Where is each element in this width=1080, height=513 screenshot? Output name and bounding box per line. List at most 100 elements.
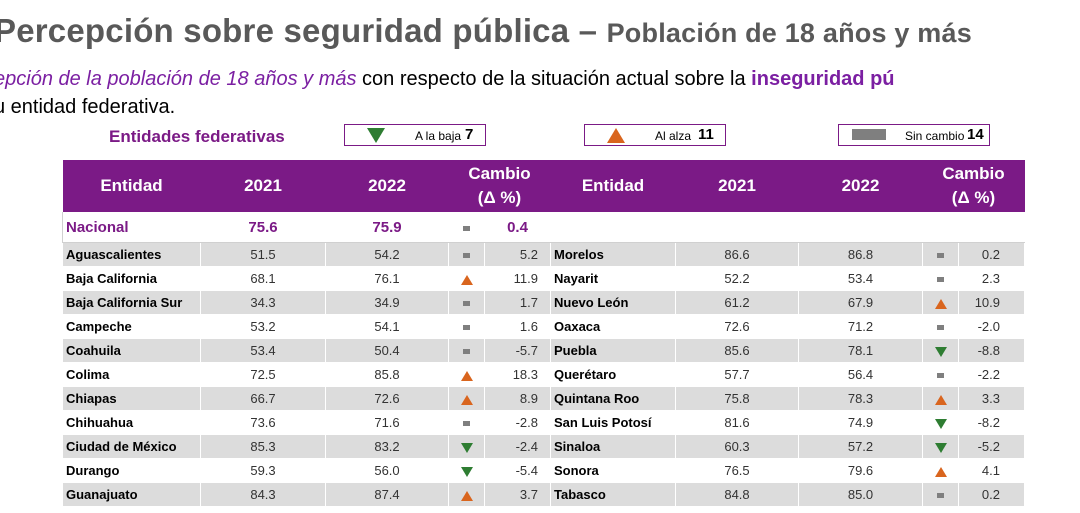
entity-name: Guanajuato (62, 482, 201, 507)
change-value: 1.6 (484, 314, 551, 339)
trend-indicator (448, 386, 485, 411)
value-2021: 76.5 (675, 458, 799, 483)
legend-up-label: Al alza (655, 129, 692, 143)
table-row: Colima 72.5 85.8 18.3 Querétaro 57.7 56.… (62, 362, 1025, 387)
change-value: 0.2 (958, 482, 1025, 507)
trend-indicator (448, 242, 485, 267)
entity-name: Morelos (550, 242, 676, 267)
trend-indicator (922, 362, 959, 387)
trend-indicator (922, 338, 959, 363)
change-value: -2.8 (484, 410, 551, 435)
change-value: -5.4 (484, 458, 551, 483)
value-2021: 75.8 (675, 386, 799, 411)
no-change-icon (937, 373, 944, 379)
change-value: -2.2 (958, 362, 1025, 387)
entity-name: Chiapas (62, 386, 201, 411)
trend-indicator (922, 410, 959, 435)
no-change-icon (463, 301, 470, 307)
value-2021: 52.2 (675, 266, 799, 291)
value-2022: 74.9 (798, 410, 923, 435)
entity-name: Colima (62, 362, 201, 387)
table-row: Baja California Sur 34.3 34.9 1.7 Nuevo … (62, 290, 1025, 315)
trend-indicator (922, 458, 959, 483)
value-2022: 50.4 (325, 338, 449, 363)
entity-name: Sonora (550, 458, 676, 483)
value-2021: 51.5 (200, 242, 326, 267)
legend-same-count: 14 (967, 126, 984, 143)
entity-name: Durango (62, 458, 201, 483)
down-arrow-icon (460, 442, 473, 453)
no-change-icon (937, 277, 944, 283)
entity-name: Coahuila (62, 338, 201, 363)
table-row: Ciudad de México 85.3 83.2 -2.4 Sinaloa … (62, 434, 1025, 459)
col-header-2021: 2021 (675, 160, 799, 213)
subtitle-bold: inseguridad pú (751, 68, 895, 90)
entity-name: Baja California (62, 266, 201, 291)
change-value: 3.3 (958, 386, 1025, 411)
change-value: 0.2 (958, 242, 1025, 267)
table-row-national: Nacional 75.6 75.9 0.4 (62, 212, 1025, 243)
entity-name: Querétaro (550, 362, 676, 387)
entity-name: Quintana Roo (550, 386, 676, 411)
no-change-icon (937, 253, 944, 259)
no-change-icon (463, 225, 470, 231)
up-arrow-icon (460, 394, 473, 405)
change-value: 11.9 (484, 266, 551, 291)
title-sub: Población de 18 años y más (606, 18, 972, 48)
down-arrow-icon (367, 128, 385, 143)
value-2022: 53.4 (798, 266, 923, 291)
table-row: Aguascalientes 51.5 54.2 5.2 Morelos 86.… (62, 242, 1025, 267)
table-row: Coahuila 53.4 50.4 -5.7 Puebla 85.6 78.1… (62, 338, 1025, 363)
entity-name: Oaxaca (550, 314, 676, 339)
value-2022: 67.9 (798, 290, 923, 315)
value-2022: 54.2 (325, 242, 449, 267)
value-2022: 85.8 (325, 362, 449, 387)
value-2022: 76.1 (325, 266, 449, 291)
trend-indicator (922, 386, 959, 411)
change-value: 2.3 (958, 266, 1025, 291)
entity-name: Puebla (550, 338, 676, 363)
trend-indicator (448, 212, 485, 243)
entity-name: San Luis Potosí (550, 410, 676, 435)
trend-indicator (448, 290, 485, 315)
value-2022: 79.6 (798, 458, 923, 483)
table-row: Guanajuato 84.3 87.4 3.7 Tabasco 84.8 85… (62, 482, 1025, 507)
page-title: Percepción sobre seguridad pública – Pob… (0, 12, 972, 50)
down-arrow-icon (934, 346, 947, 357)
col-header-cambio: Cambio (Δ %) (448, 160, 551, 213)
trend-indicator (922, 482, 959, 507)
value-2021: 85.6 (675, 338, 799, 363)
subtitle: epción de la población de 18 años y más … (0, 68, 895, 91)
data-table: Entidad 2021 2022 Cambio (Δ %) Entidad 20… (62, 160, 1025, 507)
change-value: -8.2 (958, 410, 1025, 435)
table-row: Baja California 68.1 76.1 11.9 Nayarit 5… (62, 266, 1025, 291)
trend-indicator (448, 362, 485, 387)
table-row: Chiapas 66.7 72.6 8.9 Quintana Roo 75.8 … (62, 386, 1025, 411)
value-2022: 87.4 (325, 482, 449, 507)
change-value: 1.7 (484, 290, 551, 315)
no-change-icon (937, 325, 944, 331)
value-2022: 72.6 (325, 386, 449, 411)
no-change-icon (937, 493, 944, 499)
value-2021: 86.6 (675, 242, 799, 267)
value-2021: 85.3 (200, 434, 326, 459)
value-2022: 71.6 (325, 410, 449, 435)
value-2021: 73.6 (200, 410, 326, 435)
col-header-2022: 2022 (325, 160, 449, 213)
no-change-icon (463, 349, 470, 355)
change-value: 3.7 (484, 482, 551, 507)
value-2022: 57.2 (798, 434, 923, 459)
value-2022: 85.0 (798, 482, 923, 507)
legend-same: Sin cambio 14 (838, 124, 990, 146)
change-value: 5.2 (484, 242, 551, 267)
change-value: 10.9 (958, 290, 1025, 315)
value-2021: 53.4 (200, 338, 326, 363)
value-2021: 84.8 (675, 482, 799, 507)
value-2022: 71.2 (798, 314, 923, 339)
trend-indicator (448, 410, 485, 435)
up-arrow-icon (607, 128, 625, 143)
trend-indicator (922, 266, 959, 291)
national-2022: 75.9 (325, 212, 449, 243)
up-arrow-icon (934, 466, 947, 477)
change-value: -2.0 (958, 314, 1025, 339)
